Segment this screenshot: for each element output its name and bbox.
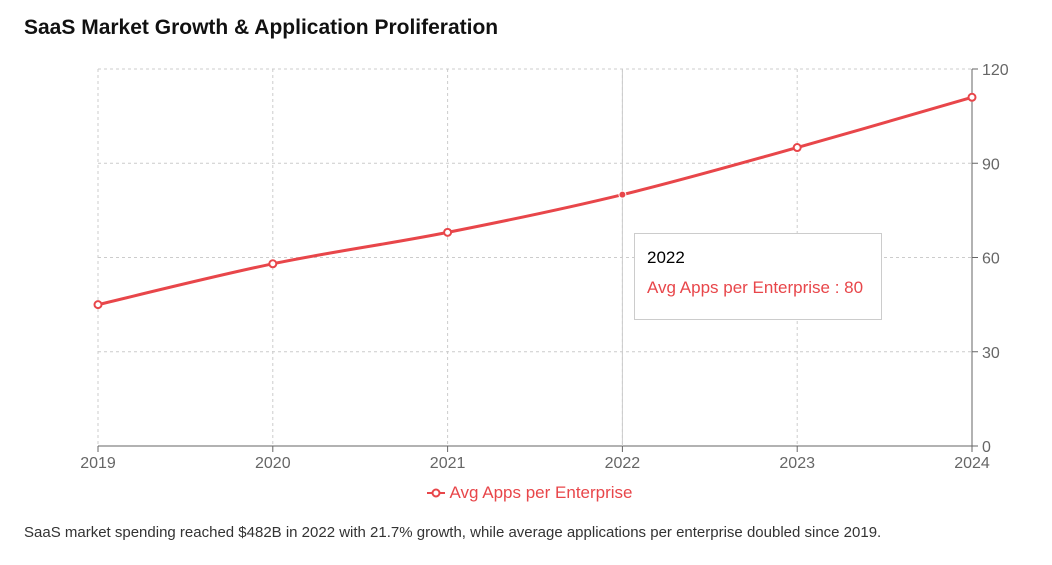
chart-title: SaaS Market Growth & Application Prolife…: [24, 16, 499, 39]
tooltip-value: Avg Apps per Enterprise : 80: [647, 278, 864, 297]
series-line: [97, 95, 973, 307]
data-point[interactable]: [967, 92, 977, 102]
x-tick-label: 2021: [430, 455, 466, 472]
x-tick-label: 2019: [80, 455, 116, 472]
data-point[interactable]: [268, 259, 278, 269]
data-point[interactable]: [93, 300, 103, 310]
data-point[interactable]: [443, 227, 453, 237]
y-tick-label: 90: [982, 156, 1000, 173]
x-tick-label: 2024: [954, 455, 990, 472]
y-tick-label: 60: [982, 251, 1000, 268]
y-tick-label: 0: [982, 439, 991, 456]
tooltip: 2022 Avg Apps per Enterprise : 80: [634, 233, 882, 320]
y-tick-label: 120: [982, 62, 1009, 79]
chart-caption: SaaS market spending reached $482B in 20…: [24, 524, 882, 541]
data-point[interactable]: [792, 143, 802, 153]
data-point-active[interactable]: [618, 190, 627, 199]
x-tick-label: 2022: [605, 455, 641, 472]
legend-line-icon: [427, 488, 446, 498]
tooltip-label: 2022: [647, 248, 685, 267]
y-tick-label: 30: [982, 345, 1000, 362]
x-tick-label: 2020: [255, 455, 291, 472]
legend-item[interactable]: Avg Apps per Enterprise: [419, 483, 633, 503]
series-layer: [93, 92, 977, 310]
legend-label: Avg Apps per Enterprise: [449, 483, 633, 502]
x-tick-label: 2023: [779, 455, 815, 472]
legend: Avg Apps per Enterprise: [0, 483, 1052, 504]
